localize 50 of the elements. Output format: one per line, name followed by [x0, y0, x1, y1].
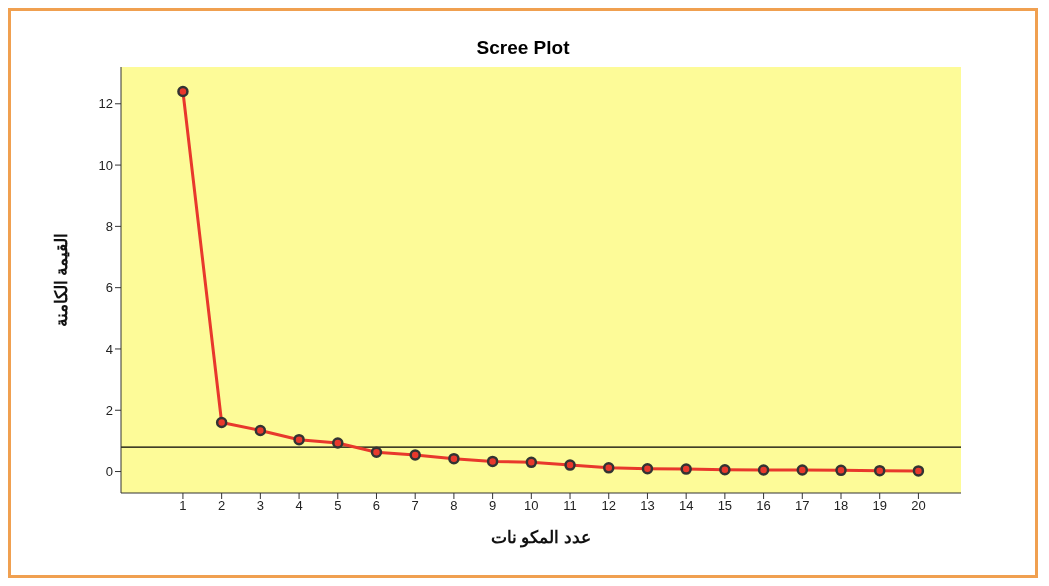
point: [409, 449, 421, 461]
point: [680, 463, 692, 475]
point: [332, 437, 344, 449]
y-tick-label: 10: [98, 157, 113, 173]
x-tick-label: 8: [450, 498, 458, 514]
y-tick-label: 4: [105, 341, 113, 357]
x-tick-label: 20: [911, 498, 926, 514]
point: [177, 85, 189, 98]
point: [719, 463, 731, 476]
x-tick-label: 19: [872, 498, 887, 514]
point: [525, 456, 538, 469]
y-tick-label: 8: [105, 218, 113, 234]
x-axis-title: عدد المكو نات: [490, 528, 592, 548]
chart-title: Scree Plot: [475, 37, 571, 60]
x-tick-label: 11: [563, 498, 577, 514]
x-tick-label: 9: [489, 498, 497, 514]
x-tick-label: 18: [833, 498, 849, 514]
x-tick-label: 4: [295, 498, 303, 514]
point: [757, 464, 770, 476]
x-tick-label: 14: [678, 498, 694, 514]
x-tick-label: 13: [640, 498, 655, 514]
y-tick-label: 0: [105, 464, 113, 480]
point: [796, 464, 809, 476]
y-tick-label: 2: [105, 402, 113, 418]
point: [641, 463, 654, 475]
x-tick-label: 1: [179, 498, 187, 514]
x-tick-label: 5: [334, 498, 342, 514]
x-tick-label: 12: [601, 498, 616, 514]
point: [912, 465, 925, 477]
y-axis-title: القيمة الكامنة: [52, 232, 72, 328]
y-tick-label: 6: [105, 280, 113, 296]
x-tick-label: 7: [411, 498, 419, 514]
x-tick-label: 16: [756, 498, 771, 514]
x-tick-label: 15: [717, 498, 733, 514]
point: [835, 464, 847, 477]
point: [293, 433, 305, 446]
point: [370, 446, 383, 458]
point: [215, 416, 228, 429]
x-tick-label: 3: [256, 498, 264, 514]
x-tick-label: 6: [372, 498, 381, 514]
y-tick-label: 12: [98, 96, 113, 112]
point: [486, 455, 499, 468]
x-tick-label: 2: [218, 498, 226, 514]
x-tick-label: 10: [524, 498, 539, 514]
point: [873, 464, 886, 477]
point: [564, 459, 576, 471]
point: [448, 452, 460, 465]
point: [602, 462, 615, 474]
point: [254, 424, 267, 437]
x-tick-label: 17: [795, 498, 810, 514]
